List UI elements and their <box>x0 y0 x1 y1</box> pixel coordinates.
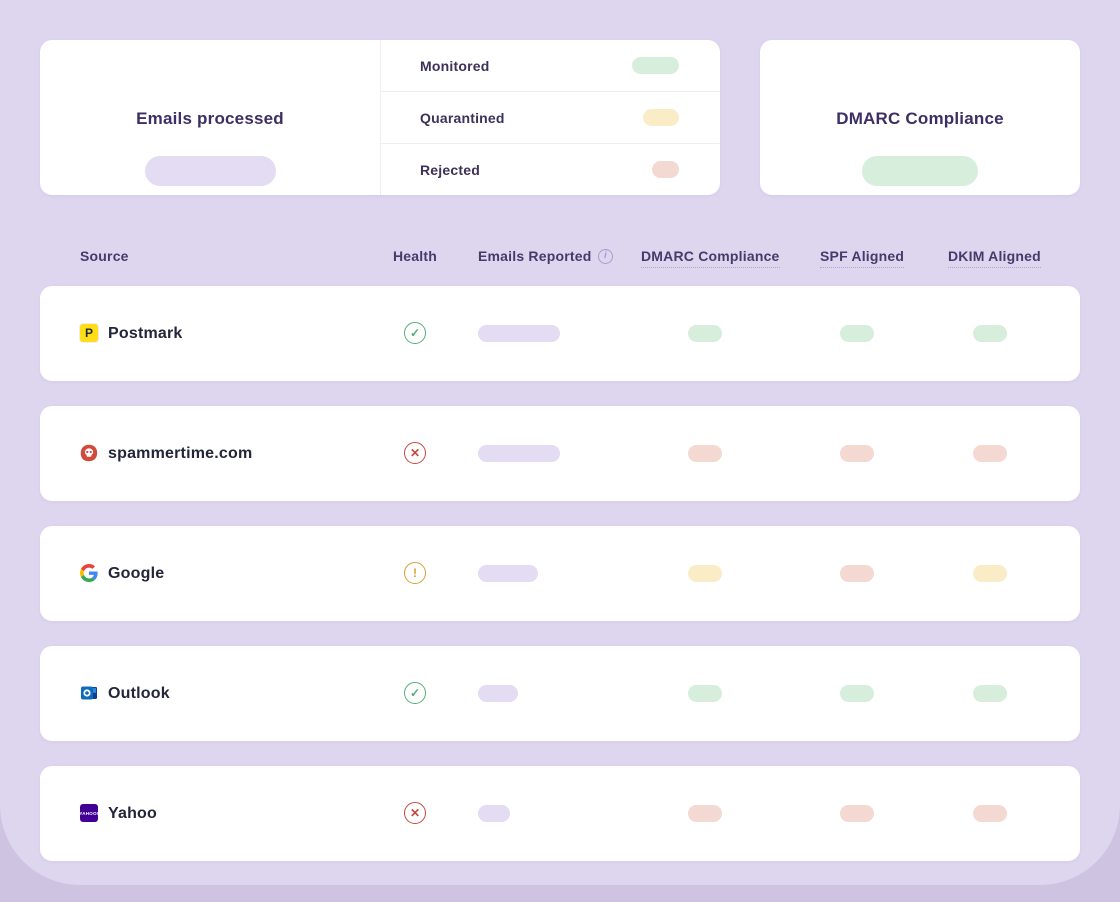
emails-reported-pill <box>478 445 560 462</box>
quarantined-count-pill <box>643 109 679 126</box>
monitored-label: Monitored <box>420 57 490 74</box>
dmarc-compliance-pill <box>688 685 722 702</box>
rejected-count-pill <box>652 161 679 178</box>
dkim-aligned-pill <box>973 805 1007 822</box>
column-header-spf-aligned[interactable]: SPF Aligned <box>820 248 905 268</box>
table-row-google[interactable]: Google <box>40 526 1080 621</box>
health-error-icon <box>404 442 426 464</box>
spf-aligned-pill <box>840 805 874 822</box>
column-header-source: Source <box>80 248 129 264</box>
table-row-spammertime[interactable]: spammertime.com <box>40 406 1080 501</box>
emails-reported-pill <box>478 685 518 702</box>
table-row-yahoo[interactable]: YAHOO! Yahoo <box>40 766 1080 861</box>
source-name: Postmark <box>108 324 183 342</box>
source-name: spammertime.com <box>108 444 253 462</box>
column-header-health: Health <box>393 248 437 264</box>
skull-logo-icon <box>80 444 98 462</box>
table-row-outlook[interactable]: Outlook <box>40 646 1080 741</box>
dmarc-compliance-pill <box>688 805 722 822</box>
dmarc-compliance-pill <box>688 325 722 342</box>
health-warning-icon <box>404 562 426 584</box>
dkim-aligned-pill <box>973 445 1007 462</box>
dmarc-compliance-pill <box>688 565 722 582</box>
legend-row-quarantined: Quarantined <box>380 91 720 143</box>
health-error-icon <box>404 802 426 824</box>
dmarc-compliance-value-pill <box>862 156 978 186</box>
info-icon[interactable]: i <box>598 248 614 264</box>
spf-aligned-pill <box>840 565 874 582</box>
source-name: Google <box>108 564 165 582</box>
quarantined-label: Quarantined <box>420 109 505 126</box>
card-divider <box>380 40 381 195</box>
emails-reported-pill <box>478 325 560 342</box>
legend-row-monitored: Monitored <box>380 40 720 91</box>
postmark-logo-icon: P <box>80 324 98 342</box>
google-logo-icon <box>80 564 98 582</box>
dkim-aligned-pill <box>973 685 1007 702</box>
emails-processed-value-pill <box>145 156 276 186</box>
table-row-postmark[interactable]: P Postmark <box>40 286 1080 381</box>
spf-aligned-pill <box>840 685 874 702</box>
dkim-aligned-pill <box>973 565 1007 582</box>
spf-aligned-pill <box>840 445 874 462</box>
dmarc-compliance-pill <box>688 445 722 462</box>
column-header-dkim-aligned[interactable]: DKIM Aligned <box>948 248 1041 268</box>
health-ok-icon <box>404 682 426 704</box>
disposition-legend: Monitored Quarantined Rejected <box>380 40 720 195</box>
dmarc-compliance-title: DMARC Compliance <box>836 109 1004 128</box>
health-ok-icon <box>404 322 426 344</box>
emails-reported-label: Emails Reported <box>478 248 592 264</box>
dmarc-compliance-card: DMARC Compliance <box>760 40 1080 195</box>
spf-aligned-pill <box>840 325 874 342</box>
outlook-logo-icon <box>80 684 98 702</box>
emails-processed-title: Emails processed <box>136 109 284 128</box>
yahoo-logo-icon: YAHOO! <box>79 804 98 822</box>
emails-reported-pill <box>478 805 510 822</box>
dkim-aligned-pill <box>973 325 1007 342</box>
source-name: Yahoo <box>108 804 158 822</box>
column-header-dmarc-compliance[interactable]: DMARC Compliance <box>641 248 780 268</box>
monitored-count-pill <box>632 57 679 74</box>
emails-reported-pill <box>478 565 538 582</box>
legend-row-rejected: Rejected <box>380 143 720 195</box>
emails-processed-card: Emails processed Monitored Quarantined R… <box>40 40 720 195</box>
column-header-emails-reported: Emails Reported i <box>478 248 614 264</box>
rejected-label: Rejected <box>420 161 480 178</box>
source-name: Outlook <box>108 684 170 702</box>
